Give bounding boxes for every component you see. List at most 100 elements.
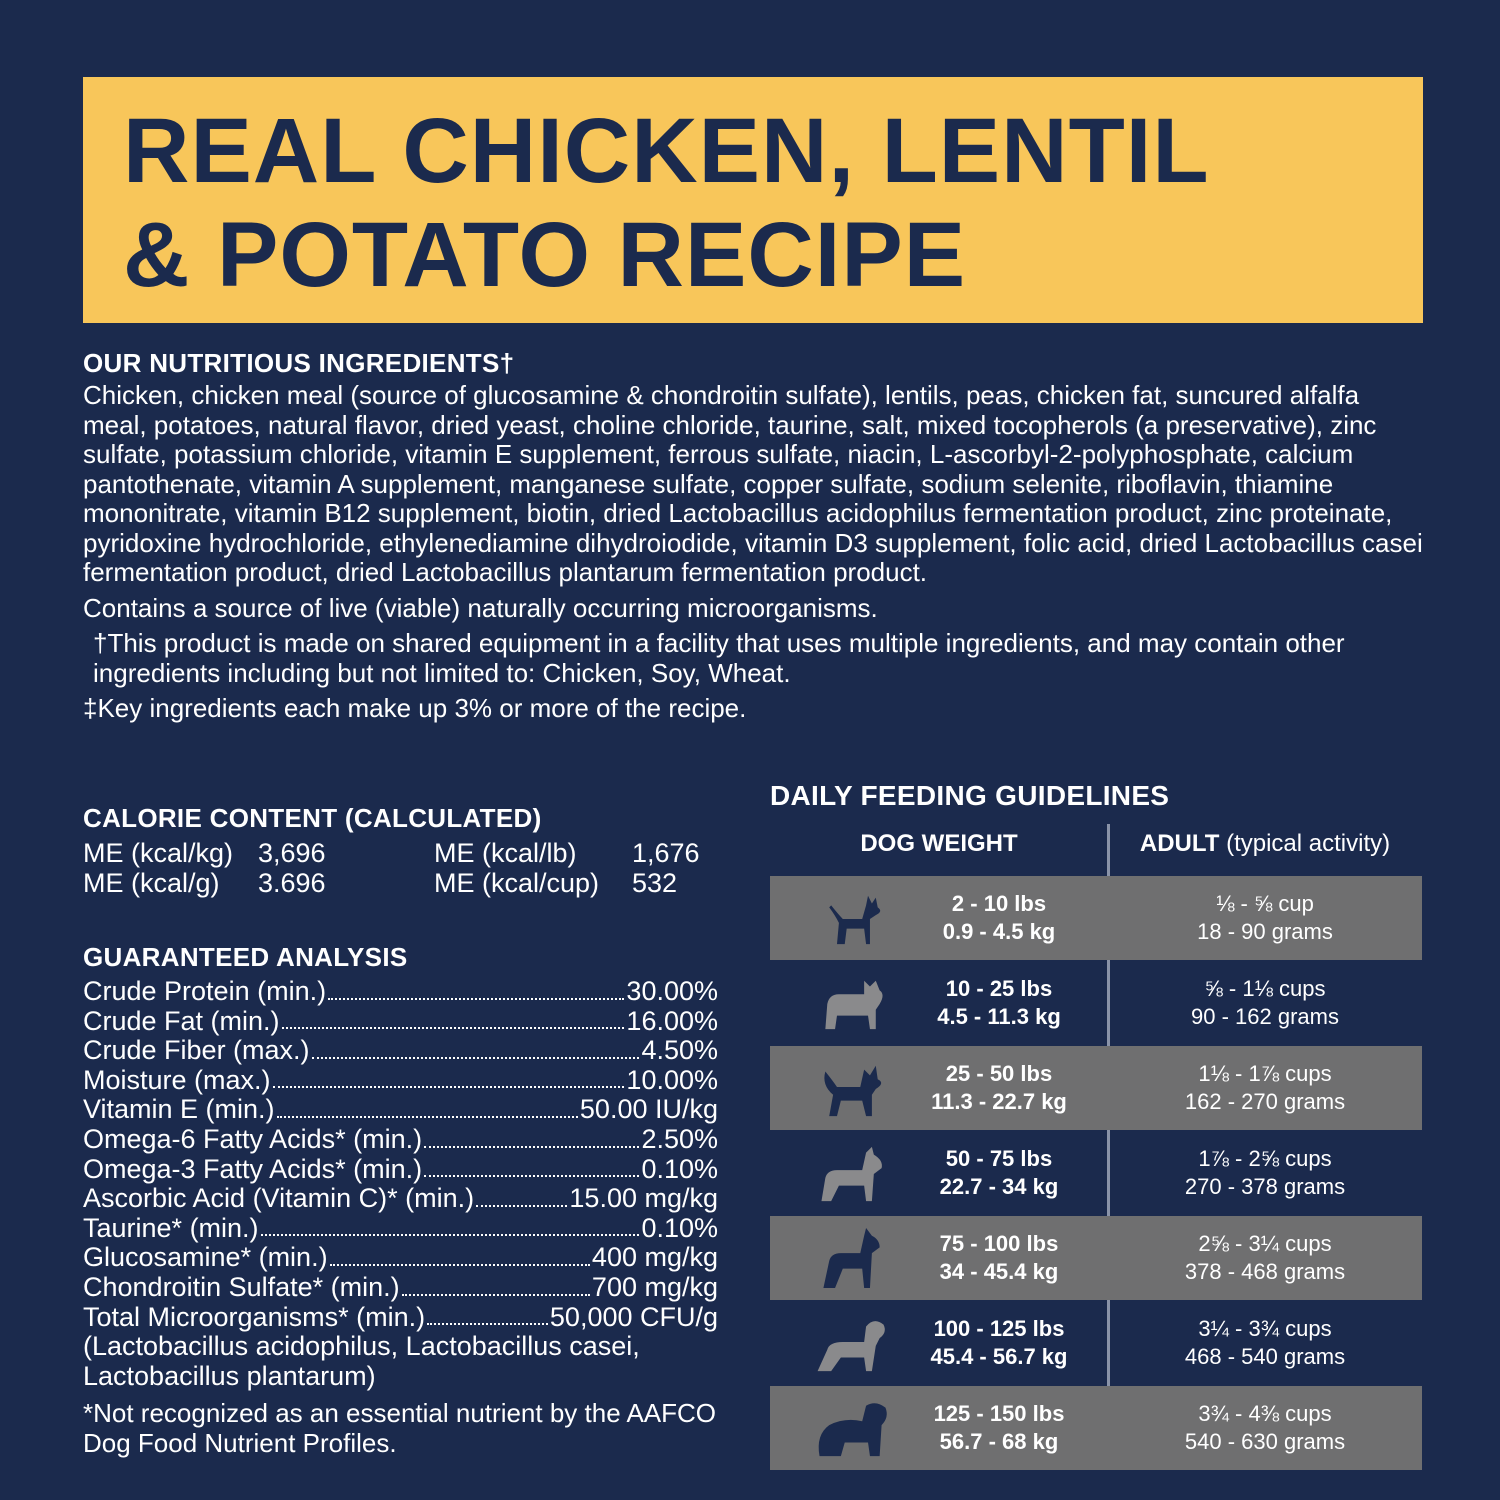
dot-leader	[424, 1125, 640, 1148]
dot-leader	[476, 1184, 568, 1207]
calorie-value: 3,696	[258, 838, 326, 868]
adult-header: ADULT (typical activity)	[1108, 830, 1422, 858]
dot-leader	[272, 1066, 625, 1089]
newfoundland-dog-icon	[818, 1403, 887, 1457]
spitz-dog-icon	[824, 1065, 882, 1117]
analysis-row: Crude Fat (min.) 16.00%	[83, 1005, 718, 1037]
feeding-amount-cell: ⅛ - ⅝ cup 18 - 90 grams	[1108, 890, 1422, 946]
nutrient-value: 400 mg/kg	[591, 1242, 718, 1273]
feeding-amount-cell: ⅝ - 1⅛ cups 90 - 162 grams	[1108, 975, 1422, 1031]
weight-lbs: 50 - 75 lbs	[945, 1146, 1053, 1171]
calorie-heading: CALORIE CONTENT (CALCULATED)	[83, 803, 542, 833]
feeding-row: 25 - 50 lbs 11.3 - 22.7 kg 1⅛ - 1⅞ cups 16…	[770, 1046, 1422, 1130]
aafco-footnote: *Not recognized as an essential nutrient…	[83, 1398, 717, 1458]
weight-lbs: 125 - 150 lbs	[933, 1401, 1065, 1426]
microorganisms-list: (Lactobacillus acidophilus, Lactobacillu…	[83, 1331, 640, 1391]
amount-cups: 1⅛ - 1⅞ cups	[1198, 1061, 1332, 1086]
calorie-value: 1,676	[632, 838, 700, 868]
feeding-row: 125 - 150 lbs 56.7 - 68 kg 3¾ - 4⅜ cups 54…	[770, 1386, 1422, 1470]
weight-lbs: 25 - 50 lbs	[945, 1061, 1053, 1086]
nutrient-value: 15.00 mg/kg	[569, 1183, 718, 1214]
amount-grams: 270 - 378 grams	[1184, 1174, 1346, 1199]
amount-grams: 468 - 540 grams	[1184, 1344, 1346, 1369]
feeding-amount-cell: 3¾ - 4⅜ cups 540 - 630 grams	[1108, 1400, 1422, 1456]
nutrient-label: Moisture (max.)	[83, 1064, 271, 1095]
nutrient-value: 30.00%	[626, 976, 718, 1006]
feeding-table-header: DOG WEIGHT ADULT (typical activity)	[770, 820, 1422, 868]
amount-grams: 90 - 162 grams	[1191, 1004, 1339, 1029]
weight-kg: 34 - 45.4 kg	[939, 1259, 1059, 1284]
calorie-label: ME (kcal/cup)	[434, 868, 600, 898]
weight-lbs: 75 - 100 lbs	[939, 1231, 1059, 1256]
nutrient-label: Crude Fiber (max.)	[83, 1035, 310, 1066]
feeding-row: 50 - 75 lbs 22.7 - 34 kg 1⅞ - 2⅝ cups 270 …	[770, 1131, 1422, 1215]
ingredients-text: Chicken, chicken meal (source of glucosa…	[83, 380, 1423, 587]
weight-lbs: 10 - 25 lbs	[945, 976, 1053, 1001]
nutrient-value: 700 mg/kg	[591, 1271, 718, 1302]
analysis-row: Omega-3 Fatty Acids* (min.) 0.10%	[83, 1153, 718, 1185]
dog-weight-cell: 75 - 100 lbs 34 - 45.4 kg	[770, 1230, 1108, 1286]
terrier-dog-icon	[821, 1146, 882, 1202]
amount-cups: ⅝ - 1⅛ cups	[1204, 976, 1326, 1001]
amount-grams: 162 - 270 grams	[1184, 1089, 1346, 1114]
dot-leader	[401, 1273, 590, 1296]
activity-label: (typical activity)	[1219, 830, 1391, 857]
nutrient-label: Vitamin E (min.)	[83, 1094, 275, 1125]
nutrient-value: 0.10%	[641, 1212, 718, 1243]
title-banner: REAL CHICKEN, LENTIL & POTATO RECIPE	[83, 77, 1423, 323]
dog-weight-header: DOG WEIGHT	[860, 830, 1018, 857]
title-line-1: REAL CHICKEN, LENTIL	[123, 100, 1210, 202]
weight-kg: 45.4 - 56.7 kg	[930, 1344, 1068, 1369]
dog-weight-cell: 2 - 10 lbs 0.9 - 4.5 kg	[770, 890, 1108, 946]
feeding-heading: DAILY FEEDING GUIDELINES	[770, 780, 1170, 811]
analysis-row: Crude Fiber (max.) 4.50%	[83, 1036, 718, 1066]
live-microorganisms-note: Contains a source of live (viable) natur…	[83, 592, 878, 623]
analysis-row: Ascorbic Acid (Vitamin C)* (min.) 15.00 m…	[83, 1184, 718, 1214]
ingredients-heading: OUR NUTRITIOUS INGREDIENTS†	[83, 348, 515, 378]
nutrient-label: Glucosamine* (min.)	[83, 1242, 328, 1273]
feeding-row: 2 - 10 lbs 0.9 - 4.5 kg ⅛ - ⅝ cup 18 - 90 …	[770, 876, 1422, 960]
analysis-row: Total Microorganisms* (min.) 50,000 CFU/g	[83, 1301, 718, 1333]
analysis-row: Crude Protein (min.) 30.00%	[83, 976, 718, 1007]
calorie-label: ME (kcal/kg)	[83, 838, 234, 868]
weight-kg: 22.7 - 34 kg	[939, 1174, 1059, 1199]
weight-lbs: 100 - 125 lbs	[933, 1316, 1065, 1341]
amount-cups: 3¼ - 3¾ cups	[1198, 1316, 1332, 1341]
dot-leader	[424, 1155, 640, 1178]
analysis-row: Omega-6 Fatty Acids* (min.) 2.50%	[83, 1123, 718, 1155]
feeding-amount-cell: 2⅝ - 3¼ cups 378 - 468 grams	[1108, 1230, 1422, 1286]
nutrient-value: 0.10%	[641, 1153, 718, 1184]
french-bulldog-icon	[825, 980, 883, 1030]
title-line-2: & POTATO RECIPE	[123, 204, 967, 306]
nutrient-value: 50.00 IU/kg	[579, 1094, 718, 1125]
ingredients-section: OUR NUTRITIOUS INGREDIENTS† Chicken, chi…	[83, 348, 1428, 724]
amount-cups: ⅛ - ⅝ cup	[1216, 891, 1314, 916]
dog-weight-cell: 25 - 50 lbs 11.3 - 22.7 kg	[770, 1060, 1108, 1116]
nutrient-value: 50,000 CFU/g	[549, 1301, 718, 1332]
nutrient-value: 2.50%	[641, 1123, 718, 1154]
adult-label: ADULT	[1139, 830, 1220, 857]
nutrient-value: 10.00%	[626, 1064, 718, 1095]
dog-weight-cell: 50 - 75 lbs 22.7 - 34 kg	[770, 1145, 1108, 1201]
calorie-content-section: CALORIE CONTENT (CALCULATED) ME (kcal/kg…	[83, 803, 723, 898]
amount-cups: 3¾ - 4⅜ cups	[1198, 1401, 1332, 1426]
nutrient-value: 16.00%	[626, 1005, 718, 1036]
dot-leader	[276, 1095, 578, 1118]
weight-kg: 4.5 - 11.3 kg	[937, 1004, 1061, 1029]
dot-leader	[260, 1214, 640, 1237]
retriever-dog-icon	[817, 1321, 885, 1372]
weight-lbs: 2 - 10 lbs	[951, 891, 1047, 916]
feeding-guidelines: DAILY FEEDING GUIDELINES DOG WEIGHT ADUL…	[770, 780, 1422, 1471]
weight-kg: 0.9 - 4.5 kg	[942, 919, 1056, 944]
amount-cups: 1⅞ - 2⅝ cups	[1198, 1146, 1332, 1171]
calorie-label: ME (kcal/lb)	[434, 838, 577, 868]
amount-grams: 540 - 630 grams	[1184, 1429, 1346, 1454]
feeding-amount-cell: 1⅞ - 2⅝ cups 270 - 378 grams	[1108, 1145, 1422, 1201]
guaranteed-analysis-section: GUARANTEED ANALYSIS Crude Protein (min.)…	[83, 942, 718, 1458]
nutrient-label: Crude Protein (min.)	[83, 976, 327, 1006]
weight-kg: 56.7 - 68 kg	[939, 1429, 1059, 1454]
shared-equipment-note: †This product is made on shared equipmen…	[93, 628, 1345, 688]
dog-weight-cell: 100 - 125 lbs 45.4 - 56.7 kg	[770, 1315, 1108, 1371]
dog-weight-cell: 10 - 25 lbs 4.5 - 11.3 kg	[770, 975, 1108, 1031]
chihuahua-icon	[829, 895, 881, 945]
